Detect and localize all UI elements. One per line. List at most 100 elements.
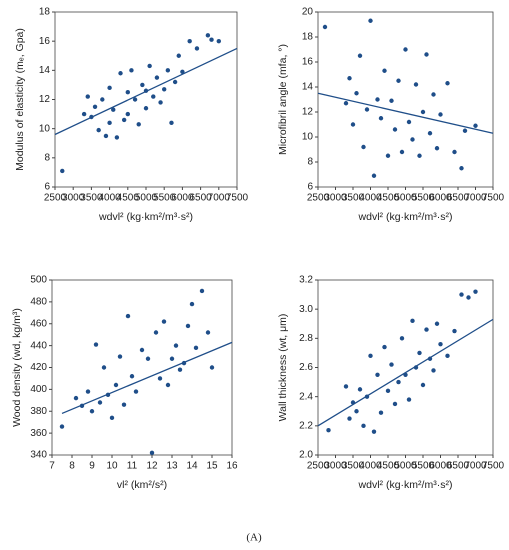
point <box>459 292 464 297</box>
point <box>136 122 141 127</box>
point <box>176 53 181 58</box>
point <box>406 119 412 125</box>
x-tick-label: 7500 <box>482 193 505 204</box>
y-tick-label: 420 <box>30 362 47 373</box>
point <box>96 127 101 133</box>
point <box>111 107 116 112</box>
point <box>114 135 120 140</box>
point <box>85 94 90 99</box>
y-tick-label: 500 <box>30 275 47 286</box>
plot-frame <box>317 279 494 456</box>
x-tick-label: 7000 <box>464 193 487 204</box>
point <box>357 53 363 58</box>
point <box>165 68 171 73</box>
point <box>396 379 401 385</box>
point <box>133 389 139 394</box>
point <box>92 104 98 109</box>
point <box>406 397 412 402</box>
point <box>125 90 130 95</box>
x-tick-label: 4500 <box>377 193 400 204</box>
point <box>216 38 221 44</box>
point <box>375 372 380 377</box>
x-tick-label: 4000 <box>359 193 382 204</box>
point <box>417 153 422 158</box>
point <box>121 402 127 407</box>
point <box>85 389 91 394</box>
point <box>368 353 373 359</box>
point <box>371 173 377 178</box>
y-axis-title: Microfibril angle (mfa, °) <box>277 44 289 155</box>
point <box>189 301 195 307</box>
x-tick-label: 4500 <box>377 461 400 472</box>
point <box>473 123 478 128</box>
point <box>153 330 159 335</box>
fit-line <box>54 47 238 136</box>
point <box>121 117 127 123</box>
y-tick-label: 18 <box>302 32 314 43</box>
point <box>413 82 419 87</box>
point <box>100 97 105 102</box>
x-tick-label: 6000 <box>171 193 194 204</box>
y-tick-label: 14 <box>39 65 51 76</box>
point <box>177 367 183 372</box>
point <box>431 368 436 373</box>
point <box>399 149 405 155</box>
x-tick-label: 7000 <box>464 461 487 472</box>
point <box>445 81 450 86</box>
x-tick-label: 8 <box>69 461 75 472</box>
point <box>357 387 363 392</box>
point <box>107 120 112 126</box>
point <box>410 318 415 324</box>
point <box>125 111 130 117</box>
point <box>424 327 429 332</box>
y-tick-label: 8 <box>307 157 313 168</box>
point <box>194 46 200 51</box>
point <box>147 63 152 69</box>
y-axis-title: Wood density (wd, kg/m³) <box>11 308 23 427</box>
fit-line <box>61 341 233 415</box>
point <box>107 85 112 91</box>
point <box>354 409 359 414</box>
point <box>154 75 160 80</box>
point <box>149 450 155 456</box>
point <box>385 153 391 158</box>
x-tick-label: 2500 <box>307 461 330 472</box>
point <box>452 149 457 155</box>
x-axis-title: vl² (km²/s²) <box>117 479 167 491</box>
x-tick-label: 6000 <box>429 461 452 472</box>
point <box>93 342 99 347</box>
x-tick-label: 11 <box>127 461 138 472</box>
point <box>81 111 87 117</box>
point <box>420 109 426 115</box>
point <box>466 295 471 300</box>
point <box>326 428 331 433</box>
point <box>118 71 123 76</box>
x-tick-label: 5500 <box>153 193 176 204</box>
point <box>368 18 373 23</box>
plot-frame <box>51 279 233 456</box>
x-tick-label: 2500 <box>307 193 330 204</box>
point <box>427 131 433 136</box>
x-tick-label: 6500 <box>189 193 212 204</box>
point <box>462 128 468 133</box>
y-axis-title: Wall thickness (wt, μm) <box>277 314 289 422</box>
point <box>205 33 211 38</box>
point <box>103 133 109 139</box>
point <box>438 112 443 117</box>
y-tick-label: 8 <box>44 152 50 163</box>
point <box>140 82 145 88</box>
y-tick-label: 10 <box>39 123 51 134</box>
point <box>89 409 95 414</box>
x-tick-label: 4500 <box>117 193 140 204</box>
point <box>403 47 408 52</box>
x-axis-title: wdvl² (kg·km²/m³·s²) <box>358 211 453 223</box>
y-tick-label: 20 <box>302 7 314 18</box>
y-tick-label: 3.0 <box>299 304 313 315</box>
point <box>350 122 356 127</box>
point <box>172 79 178 85</box>
point <box>410 137 415 142</box>
x-tick-label: 3000 <box>62 193 85 204</box>
x-tick-label: 14 <box>186 461 198 472</box>
y-tick-label: 2.8 <box>299 333 313 344</box>
point <box>434 321 440 326</box>
